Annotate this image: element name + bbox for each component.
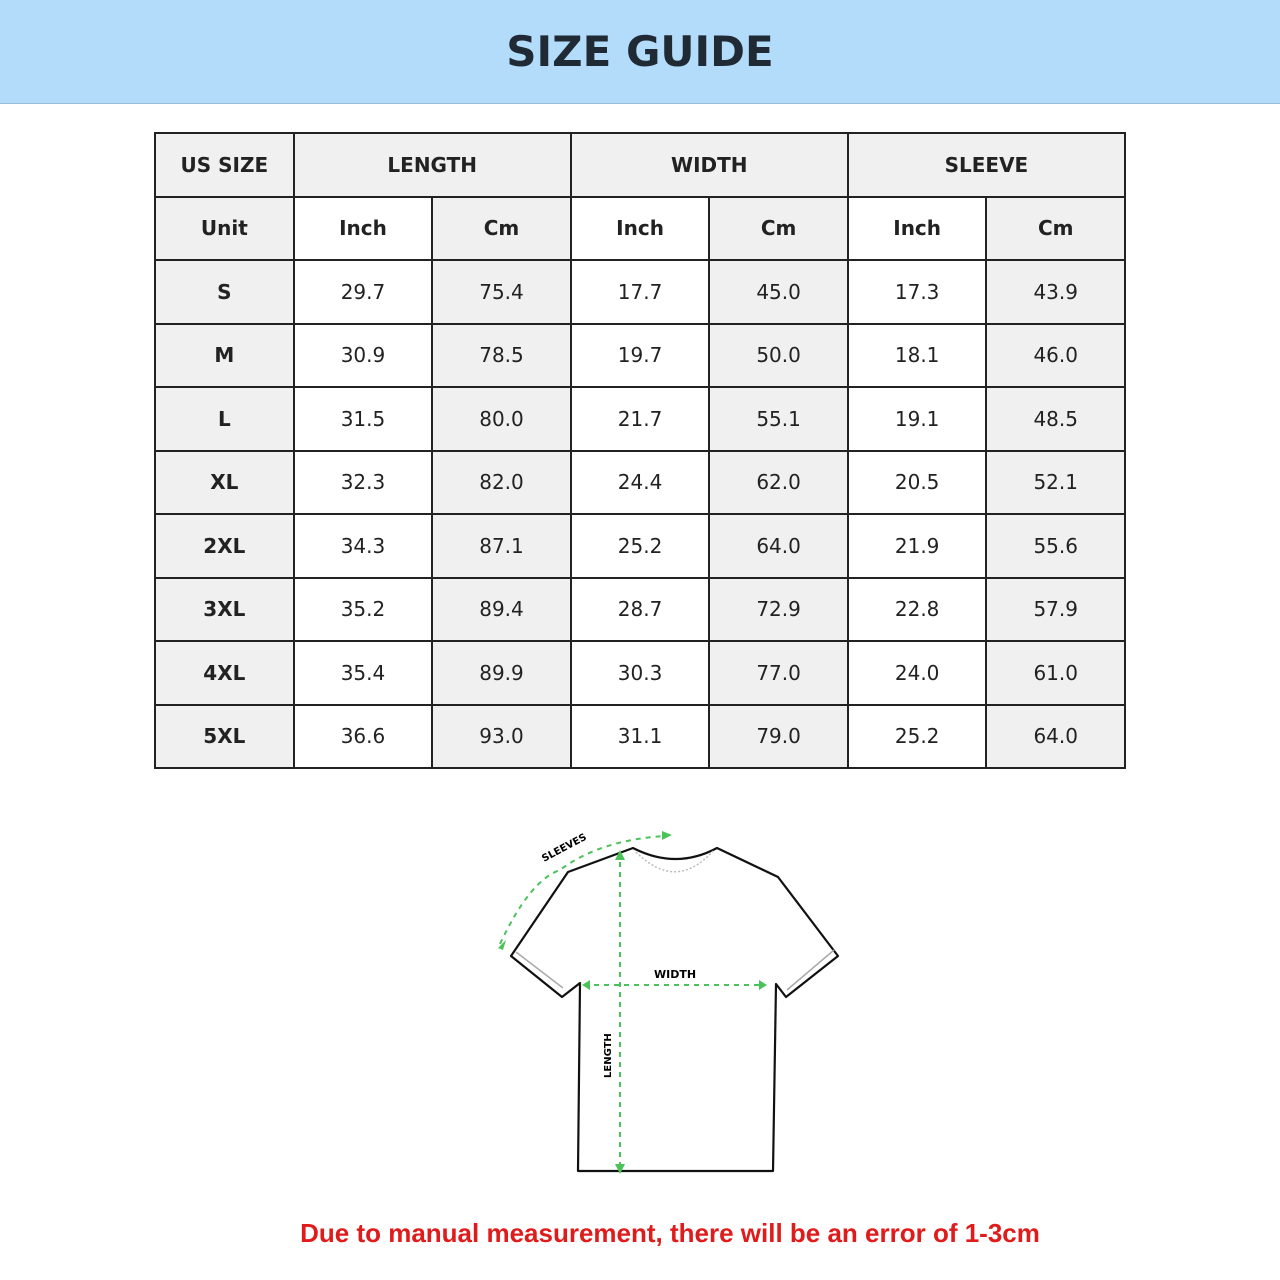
table-cell: 21.9 bbox=[846, 513, 988, 579]
table-cell: 75.4 bbox=[431, 259, 572, 325]
sleeves-label: SLEEVES bbox=[540, 832, 588, 865]
table-row: L 31.5 80.0 21.7 55.1 19.1 48.5 bbox=[154, 386, 1126, 452]
table-cell: 17.3 bbox=[846, 259, 988, 325]
table-row: S 29.7 75.4 17.7 45.0 17.3 43.9 bbox=[154, 259, 1126, 325]
table-cell: 64.0 bbox=[985, 703, 1126, 769]
table-cell: 35.2 bbox=[292, 576, 434, 642]
table-cell: 77.0 bbox=[708, 640, 849, 706]
table-cell: 22.8 bbox=[846, 576, 988, 642]
table-cell: 79.0 bbox=[708, 703, 849, 769]
page-title: SIZE GUIDE bbox=[506, 27, 774, 76]
table-cell: 32.3 bbox=[292, 449, 434, 515]
row-label-cell: XL bbox=[154, 449, 295, 515]
table-cell: 52.1 bbox=[985, 449, 1126, 515]
table-cell: 43.9 bbox=[985, 259, 1126, 325]
table-cell: 50.0 bbox=[708, 322, 849, 388]
table-cell: 21.7 bbox=[569, 386, 711, 452]
table-cell: 36.6 bbox=[292, 703, 434, 769]
row-label-cell: 4XL bbox=[154, 640, 295, 706]
table-cell: 25.2 bbox=[846, 703, 988, 769]
table-row: XL 32.3 82.0 24.4 62.0 20.5 52.1 bbox=[154, 449, 1126, 515]
row-label-cell: M bbox=[154, 322, 295, 388]
row-label-cell: 5XL bbox=[154, 703, 295, 769]
table-cell: 48.5 bbox=[985, 386, 1126, 452]
table-cell: 46.0 bbox=[985, 322, 1126, 388]
table-cell: 64.0 bbox=[708, 513, 849, 579]
table-cell: 28.7 bbox=[569, 576, 711, 642]
table-cell: 30.3 bbox=[569, 640, 711, 706]
table-cell: 89.4 bbox=[431, 576, 572, 642]
row-label-cell: S bbox=[154, 259, 295, 325]
header-length: LENGTH bbox=[292, 132, 572, 198]
row-label-cell: Unit bbox=[154, 195, 295, 261]
unit-row: Unit Inch Cm Inch Cm Inch Cm bbox=[154, 195, 1126, 261]
length-label: LENGTH bbox=[603, 1033, 614, 1078]
tshirt-outline bbox=[509, 846, 840, 1173]
group-header-row: US SIZE LENGTH WIDTH SLEEVE bbox=[154, 132, 1127, 198]
table-cell: 24.0 bbox=[846, 640, 988, 706]
table-cell: 31.1 bbox=[569, 703, 711, 769]
table-cell: 57.9 bbox=[985, 576, 1126, 642]
table-cell: 61.0 bbox=[985, 640, 1126, 706]
table-cell: 18.1 bbox=[846, 322, 988, 388]
table-cell: 20.5 bbox=[846, 449, 988, 515]
table-row: M 30.9 78.5 19.7 50.0 18.1 46.0 bbox=[154, 322, 1126, 388]
table-cell: 24.4 bbox=[569, 449, 711, 515]
table-row: 5XL 36.6 93.0 31.1 79.0 25.2 64.0 bbox=[154, 703, 1126, 769]
table-cell: 78.5 bbox=[431, 322, 572, 388]
row-label-cell: 2XL bbox=[154, 513, 295, 579]
table-cell: Cm bbox=[708, 195, 849, 261]
table-cell: 45.0 bbox=[708, 259, 849, 325]
table-cell: 87.1 bbox=[431, 513, 572, 579]
table-row: 3XL 35.2 89.4 28.7 72.9 22.8 57.9 bbox=[154, 576, 1126, 642]
table-cell: Cm bbox=[985, 195, 1126, 261]
table-cell: 30.9 bbox=[292, 322, 434, 388]
tshirt-diagram: SLEEVES WIDTH LENGTH bbox=[498, 831, 840, 1174]
table-cell: 19.7 bbox=[569, 322, 711, 388]
table-cell: 55.1 bbox=[708, 386, 849, 452]
table-cell: 89.9 bbox=[431, 640, 572, 706]
title-banner: SIZE GUIDE bbox=[0, 0, 1280, 104]
table-cell: Inch bbox=[846, 195, 988, 261]
measurement-note: Due to manual measurement, there will be… bbox=[300, 1218, 1040, 1248]
table-cell: 62.0 bbox=[708, 449, 849, 515]
table-cell: 72.9 bbox=[708, 576, 849, 642]
table-cell: Inch bbox=[569, 195, 711, 261]
table-cell: 31.5 bbox=[292, 386, 434, 452]
table-cell: Inch bbox=[292, 195, 434, 261]
table-cell: 55.6 bbox=[985, 513, 1126, 579]
table-row: 4XL 35.4 89.9 30.3 77.0 24.0 61.0 bbox=[154, 640, 1126, 706]
size-table: US SIZE LENGTH WIDTH SLEEVE Unit Inch Cm In… bbox=[154, 132, 1127, 769]
table-cell: 80.0 bbox=[431, 386, 572, 452]
header-sleeve: SLEEVE bbox=[846, 132, 1127, 198]
table-cell: 29.7 bbox=[292, 259, 434, 325]
row-label-cell: 3XL bbox=[154, 576, 295, 642]
table-cell: Cm bbox=[431, 195, 572, 261]
header-width: WIDTH bbox=[569, 132, 849, 198]
table-row: 2XL 34.3 87.1 25.2 64.0 21.9 55.6 bbox=[154, 513, 1126, 579]
row-label-cell: L bbox=[154, 386, 295, 452]
table-cell: 82.0 bbox=[431, 449, 572, 515]
table-cell: 93.0 bbox=[431, 703, 572, 769]
width-label: WIDTH bbox=[654, 968, 696, 981]
table-cell: 19.1 bbox=[846, 386, 988, 452]
table-cell: 34.3 bbox=[292, 513, 434, 579]
table-cell: 25.2 bbox=[569, 513, 711, 579]
table-cell: 17.7 bbox=[569, 259, 711, 325]
table-cell: 35.4 bbox=[292, 640, 434, 706]
header-us-size: US SIZE bbox=[154, 132, 295, 198]
